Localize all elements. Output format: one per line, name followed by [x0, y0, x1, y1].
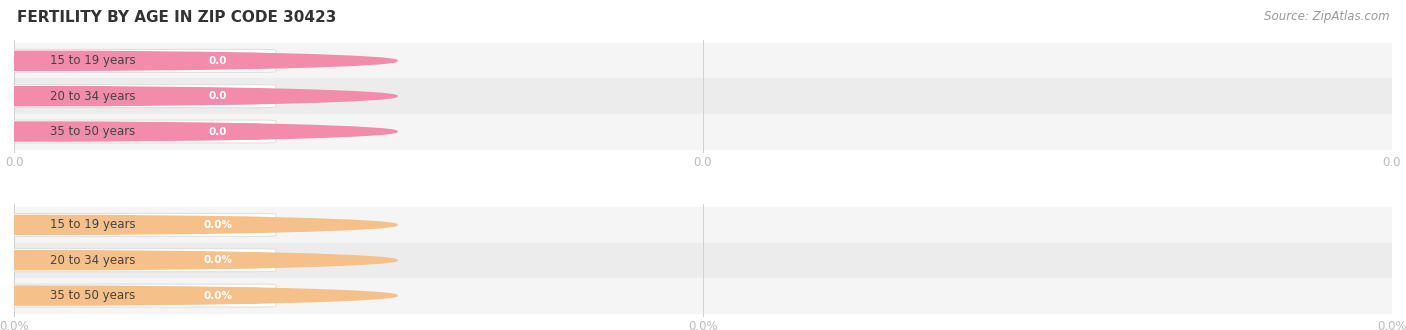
FancyBboxPatch shape	[0, 85, 276, 108]
FancyBboxPatch shape	[0, 249, 276, 272]
Circle shape	[0, 86, 396, 106]
FancyBboxPatch shape	[0, 214, 276, 236]
Circle shape	[0, 215, 396, 234]
FancyBboxPatch shape	[0, 284, 276, 307]
FancyBboxPatch shape	[177, 217, 259, 233]
Text: 0.0: 0.0	[208, 126, 228, 137]
Text: 0.0%: 0.0%	[204, 291, 232, 301]
FancyBboxPatch shape	[177, 88, 259, 104]
FancyBboxPatch shape	[0, 120, 276, 143]
Bar	[14, 243, 1392, 278]
Text: FERTILITY BY AGE IN ZIP CODE 30423: FERTILITY BY AGE IN ZIP CODE 30423	[17, 10, 336, 25]
Text: 0.0%: 0.0%	[204, 255, 232, 265]
Text: 20 to 34 years: 20 to 34 years	[49, 254, 135, 267]
Text: 35 to 50 years: 35 to 50 years	[49, 289, 135, 302]
FancyBboxPatch shape	[177, 287, 259, 304]
Text: 0.0: 0.0	[208, 56, 228, 66]
Bar	[14, 79, 1392, 114]
Text: 15 to 19 years: 15 to 19 years	[49, 54, 135, 67]
FancyBboxPatch shape	[177, 53, 259, 69]
Circle shape	[0, 122, 396, 141]
Bar	[14, 43, 1392, 79]
Text: 0.0: 0.0	[208, 91, 228, 101]
Text: 20 to 34 years: 20 to 34 years	[49, 90, 135, 103]
Bar	[14, 278, 1392, 313]
Text: 35 to 50 years: 35 to 50 years	[49, 125, 135, 138]
Text: Source: ZipAtlas.com: Source: ZipAtlas.com	[1264, 10, 1389, 23]
FancyBboxPatch shape	[177, 123, 259, 140]
Bar	[14, 207, 1392, 243]
Bar	[14, 114, 1392, 149]
FancyBboxPatch shape	[0, 49, 276, 72]
FancyBboxPatch shape	[177, 252, 259, 268]
Circle shape	[0, 251, 396, 270]
Circle shape	[0, 51, 396, 70]
Text: 0.0%: 0.0%	[204, 220, 232, 230]
Text: 15 to 19 years: 15 to 19 years	[49, 218, 135, 231]
Circle shape	[0, 286, 396, 305]
